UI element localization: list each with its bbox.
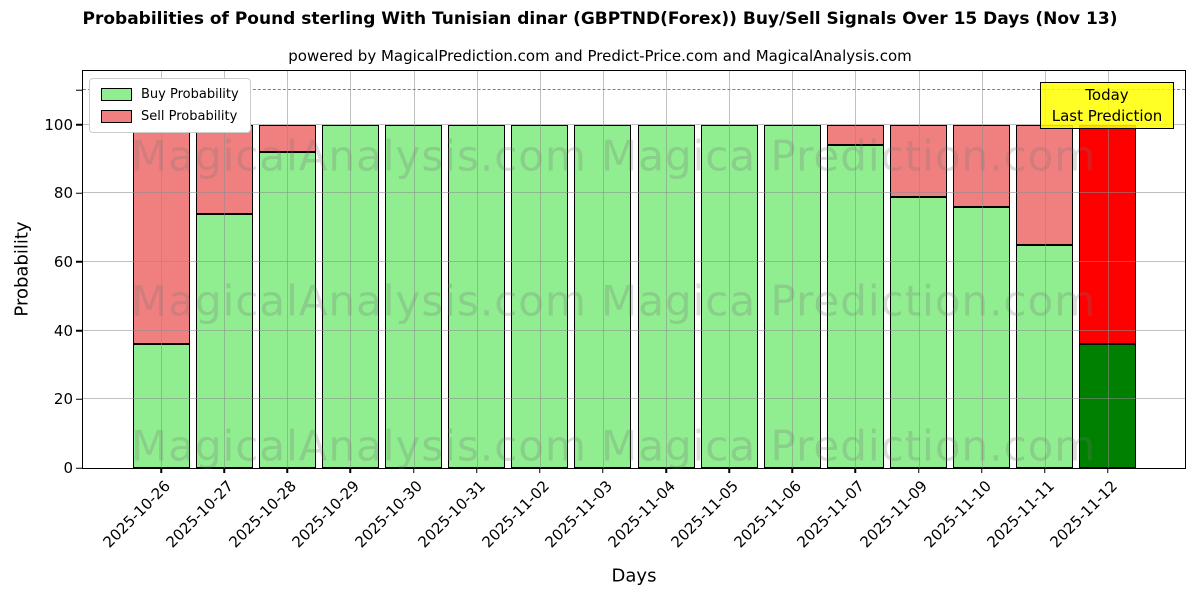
chart-subtitle: powered by MagicalPrediction.com and Pre… [288,47,912,65]
y-tick-mark [76,329,82,332]
gridline-v [981,71,983,468]
x-tick-label: 2025-11-07 [793,477,869,552]
legend: Buy Probability Sell Probability [89,78,251,133]
y-tick-label: 80 [53,184,73,203]
x-tick-label: 2025-11-02 [478,477,553,552]
x-tick-mark [917,468,920,473]
x-tick-label: 2025-11-03 [541,477,616,552]
y-tick-label: 20 [53,390,73,409]
gridline-v [224,71,226,468]
x-tick-label: 2025-10-29 [288,477,364,552]
x-tick-label: 2025-11-09 [856,477,932,552]
x-tick-label: 2025-11-06 [730,477,806,552]
x-tick-label: 2025-11-11 [983,477,1058,552]
x-axis-title: Days [611,565,657,587]
x-tick-mark [1107,468,1109,473]
watermark-text: MagicalAnalysis.com [131,421,587,471]
y-tick-mark [76,467,82,469]
x-tick-mark [665,468,667,473]
y-tick-mark [76,89,82,91]
plot-area: Buy Probability Sell Probability Today L… [44,70,1186,551]
x-tick-mark [160,468,162,473]
x-tick-label: 2025-10-26 [99,477,174,552]
gridline-v [792,71,794,468]
x-tick-label: 2025-10-30 [351,477,427,552]
watermark-text: MagicalAnalysis.com [131,276,587,326]
today-annotation-line2: Last Prediction [1051,106,1163,125]
x-tick-mark [602,468,604,473]
y-tick-mark [76,261,82,263]
watermark-text: Magica Prediction.com [601,131,1097,181]
gridline-v [413,71,415,468]
gridline-v [729,71,731,468]
gridline-h [83,398,1185,400]
gridline-h [83,192,1185,194]
x-tick-label: 2025-10-27 [162,477,237,552]
today-annotation: Today Last Prediction [1040,82,1174,129]
gridline-v [539,71,541,468]
x-tick-label: 2025-11-12 [1046,477,1121,552]
y-tick-mark [76,123,82,126]
buy-swatch-icon [101,88,132,101]
gridline-v [350,71,352,468]
x-tick-mark [475,468,478,473]
gridline-h [83,329,1185,331]
legend-label-buy: Buy Probability [141,87,239,102]
gridline-v [666,71,668,468]
x-tick-label: 2025-11-04 [604,477,679,552]
gridline-v [1107,71,1109,468]
y-tick-mark [76,192,82,195]
y-tick-label: 0 [63,459,73,477]
x-tick-mark [412,468,415,473]
gridline-h [83,260,1185,262]
x-tick-label: 2025-11-05 [667,477,742,552]
legend-label-sell: Sell Probability [141,109,238,124]
x-tick-mark [728,468,730,473]
x-tick-mark [223,468,225,473]
legend-item-buy: Buy Probability [101,87,239,102]
y-axis-title: Probability [11,221,33,317]
sell-swatch-icon [101,110,132,123]
x-tick-mark [1044,468,1046,473]
threshold-line [83,89,1185,91]
x-tick-mark [286,468,289,473]
gridline-h [83,123,1185,125]
gridline-v [287,71,289,468]
watermark-text: MagicalAnalysis.com [131,131,587,181]
gridline-v [918,71,920,468]
y-tick-label: 40 [53,321,73,340]
chart-title: Probabilities of Pound sterling With Tun… [82,9,1118,29]
x-tick-mark [854,468,857,473]
gridline-v [476,71,478,468]
x-tick-mark [980,468,983,473]
today-annotation-line1: Today [1085,85,1129,104]
x-tick-label: 2025-11-10 [920,477,995,552]
x-tick-mark [349,468,352,473]
watermark-text: Magica Prediction.com [601,421,1097,471]
gridline-v [1044,71,1046,468]
x-tick-mark [791,468,794,473]
x-tick-mark [539,468,541,473]
x-tick-label: 2025-10-31 [415,477,490,552]
watermark-text: Magica Prediction.com [601,276,1097,326]
x-tick-label: 2025-10-28 [225,477,300,552]
gridline-v [161,71,162,468]
y-tick-label: 60 [53,252,73,271]
legend-item-sell: Sell Probability [101,109,239,124]
gridline-v [855,71,857,468]
y-tick-label: 100 [44,115,73,134]
y-tick-mark [76,398,82,401]
gridline-v [602,71,604,468]
